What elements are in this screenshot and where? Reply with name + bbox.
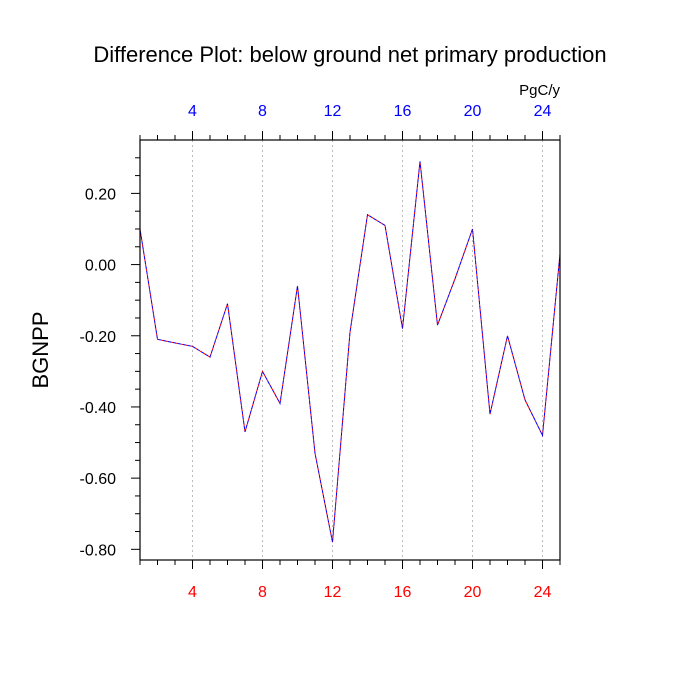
x-tick-label-bottom: 8 [258, 584, 267, 601]
x-tick-label-top: 24 [534, 103, 552, 120]
x-tick-label-top: 4 [188, 103, 197, 120]
series-line-overlay [139, 161, 561, 543]
grid-layer [192, 140, 543, 560]
y-tick-label: -0.20 [80, 329, 117, 346]
y-tick-label: 0.00 [85, 258, 116, 275]
plot-frame [139, 139, 561, 561]
y-tick-label: -0.60 [80, 471, 117, 488]
series-layer [139, 161, 561, 543]
y-tick-label: -0.80 [80, 542, 117, 559]
x-tick-label-top: 16 [394, 103, 412, 120]
y-tick-label: -0.40 [80, 400, 117, 417]
y-tick-label: 0.20 [85, 186, 116, 203]
x-tick-label-bottom: 16 [394, 584, 412, 601]
x-tick-label-bottom: 4 [188, 584, 197, 601]
x-tick-label-top: 8 [258, 103, 267, 120]
units-label: PgC/y [519, 82, 560, 99]
chart-title: Difference Plot: below ground net primar… [93, 42, 606, 67]
y-axis-label: BGNPP [28, 311, 53, 388]
x-tick-label-top: 20 [464, 103, 482, 120]
x-tick-label-bottom: 20 [464, 584, 482, 601]
series-line-primary [139, 161, 561, 543]
tick-layer: 4 4 8 8 12 12 16 16 20 20 24 24 0.20 0.00 -0.20 -0.40 -0… [80, 103, 561, 601]
x-tick-label-bottom: 12 [324, 584, 342, 601]
x-tick-label-top: 12 [324, 103, 342, 120]
x-tick-label-bottom: 24 [534, 584, 552, 601]
